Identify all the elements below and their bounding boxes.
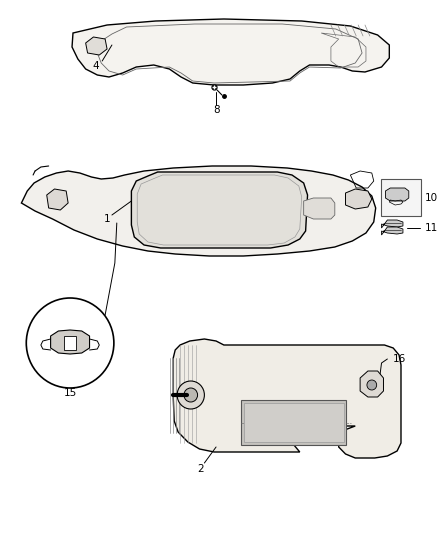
Circle shape bbox=[327, 206, 332, 211]
Text: 15: 15 bbox=[64, 388, 77, 398]
Circle shape bbox=[319, 206, 324, 211]
Polygon shape bbox=[381, 220, 403, 228]
Polygon shape bbox=[86, 37, 107, 55]
Polygon shape bbox=[21, 166, 376, 256]
Text: 4: 4 bbox=[92, 61, 99, 71]
Polygon shape bbox=[173, 339, 401, 458]
Polygon shape bbox=[72, 19, 389, 85]
Polygon shape bbox=[131, 172, 307, 248]
Circle shape bbox=[184, 388, 198, 402]
Ellipse shape bbox=[58, 178, 97, 228]
Text: 8: 8 bbox=[213, 105, 219, 115]
Circle shape bbox=[26, 298, 114, 388]
Text: 16: 16 bbox=[393, 354, 406, 364]
Text: 2: 2 bbox=[197, 464, 204, 474]
Circle shape bbox=[367, 380, 377, 390]
Polygon shape bbox=[51, 330, 89, 354]
Polygon shape bbox=[304, 198, 335, 219]
Bar bbox=[244, 403, 343, 442]
Bar bbox=[241, 400, 346, 445]
Circle shape bbox=[309, 206, 314, 211]
Text: 11: 11 bbox=[424, 223, 438, 233]
Text: 1: 1 bbox=[104, 214, 110, 224]
Text: 10: 10 bbox=[424, 193, 438, 203]
Polygon shape bbox=[346, 189, 372, 209]
FancyBboxPatch shape bbox=[381, 179, 421, 216]
Circle shape bbox=[177, 381, 205, 409]
Bar bbox=[64, 336, 76, 350]
Polygon shape bbox=[47, 189, 68, 210]
Polygon shape bbox=[381, 227, 403, 235]
Polygon shape bbox=[385, 188, 409, 201]
Polygon shape bbox=[360, 371, 384, 397]
